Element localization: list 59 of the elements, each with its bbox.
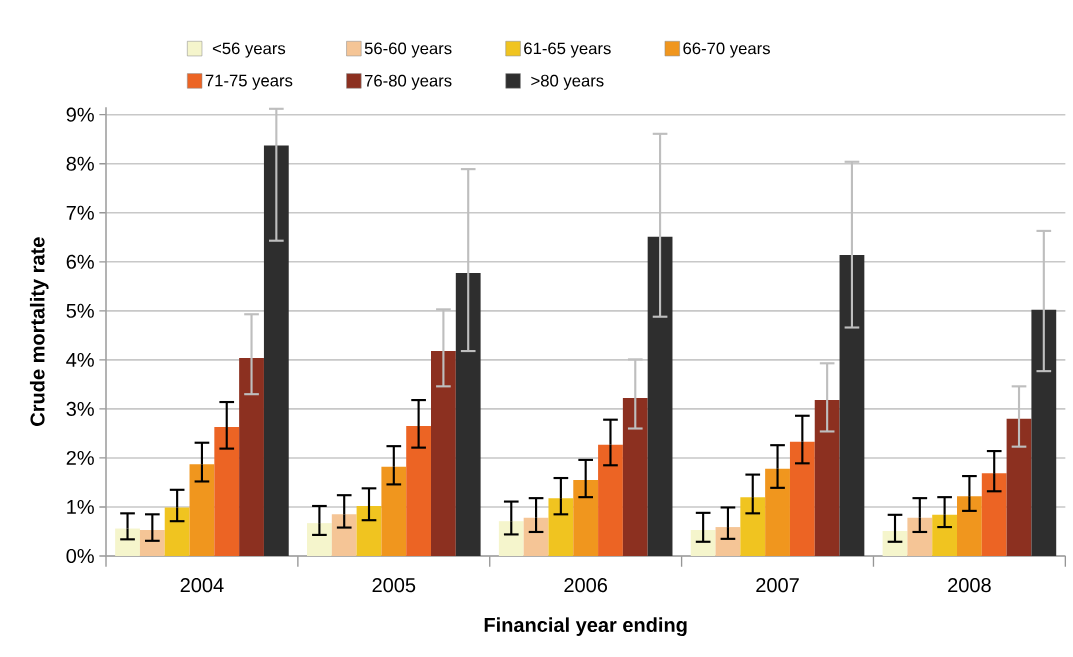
legend-label: 61-65 years	[524, 42, 611, 58]
y-tick-label: 6%	[66, 254, 94, 269]
bar	[981, 473, 1007, 556]
bar	[765, 468, 790, 556]
bar	[455, 273, 481, 556]
bar	[189, 464, 215, 556]
y-tick-label: 8%	[66, 156, 94, 171]
bar	[740, 497, 766, 556]
bar	[598, 444, 623, 556]
x-tick-label: 2004	[180, 578, 224, 593]
bar	[814, 400, 840, 556]
bar	[431, 351, 456, 556]
bar	[647, 236, 673, 556]
y-tick-label: 7%	[66, 205, 94, 220]
bar	[882, 530, 908, 556]
bar	[239, 357, 264, 556]
bar	[115, 528, 140, 556]
bar	[356, 505, 382, 556]
bar	[690, 530, 716, 556]
x-tick-label: 2007	[756, 578, 799, 593]
bar	[932, 514, 958, 556]
bar	[523, 517, 549, 556]
bar	[307, 523, 332, 556]
y-tick-label: 3%	[66, 401, 94, 416]
y-tick-label: 5%	[66, 303, 94, 318]
legend-label: 76-80 years	[364, 74, 452, 90]
bar	[715, 527, 741, 556]
y-tick-label: 2%	[66, 450, 94, 465]
x-tick-label: 2005	[372, 578, 416, 593]
bar	[331, 514, 357, 556]
x-tick-label: 2008	[948, 578, 991, 593]
bar	[381, 466, 407, 556]
bar	[957, 496, 982, 556]
bar	[622, 398, 648, 556]
bar	[406, 426, 431, 556]
y-tick-label: 0%	[66, 548, 94, 564]
y-tick-label: 4%	[66, 352, 94, 367]
y-tick-label: 9%	[66, 107, 94, 122]
bar	[263, 145, 289, 556]
legend-label: >80 years	[531, 74, 604, 90]
legend-label: 71-75 years	[205, 74, 293, 90]
legend-label: 66-70 years	[683, 42, 770, 58]
bar	[214, 427, 240, 556]
legend-label: 56-60 years	[364, 42, 452, 58]
bar	[839, 254, 865, 556]
bar	[1006, 418, 1032, 556]
bar	[164, 507, 190, 556]
bar	[573, 480, 599, 556]
bar	[789, 441, 815, 556]
y-axis-title: Crude mortality rate	[29, 237, 49, 426]
bar	[498, 521, 524, 556]
bar	[907, 517, 933, 556]
x-axis-title: Financial year ending	[484, 617, 687, 637]
bar	[1031, 309, 1057, 556]
bar	[139, 530, 165, 556]
y-tick-label: 1%	[67, 499, 94, 514]
legend-label: <56 years	[212, 42, 286, 58]
x-tick-label: 2006	[564, 578, 608, 593]
bar	[548, 498, 574, 556]
